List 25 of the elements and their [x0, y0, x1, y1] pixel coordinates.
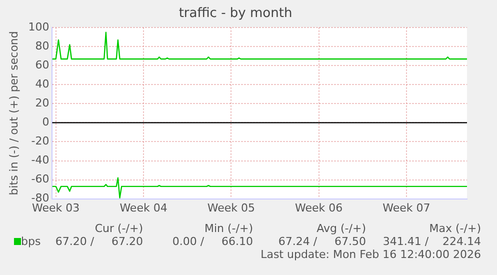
- text: 67.24 / 67.50: [278, 235, 366, 248]
- text: Max (-/+): [429, 222, 481, 235]
- text: Avg (-/+): [316, 222, 366, 235]
- text: 341.41 / 224.14: [382, 235, 481, 248]
- y-tick-label: -40: [31, 154, 50, 167]
- y-tick-label: 60: [35, 58, 50, 72]
- y-axis-title: bits in (-) / out (+) per second: [7, 31, 20, 196]
- x-tick-label: Week 04: [120, 201, 168, 214]
- text: Cur (-/+): [94, 222, 143, 235]
- x-tick-label: Week 07: [382, 201, 430, 214]
- chart-title: traffic - by month: [178, 6, 292, 22]
- y-tick-label: 80: [35, 39, 50, 52]
- text: 0.00 / 66.10: [172, 235, 253, 248]
- x-tick-label: Week 05: [207, 201, 255, 214]
- x-tick-label: Week 06: [295, 201, 343, 214]
- text: 67.20 / 67.20: [55, 235, 143, 248]
- y-tick-label: -20: [31, 134, 50, 148]
- text: Min (-/+): [204, 222, 253, 235]
- text: Last update: Mon Feb 16 12:40:00 2026: [260, 248, 481, 261]
- y-tick-label: 0: [42, 116, 50, 129]
- y-tick-label: -60: [31, 172, 50, 186]
- y-tick-label: 20: [35, 96, 50, 110]
- y-tick-label: 100: [28, 20, 50, 34]
- legend-label: bps: [21, 235, 41, 248]
- y-tick-label: 40: [35, 78, 50, 91]
